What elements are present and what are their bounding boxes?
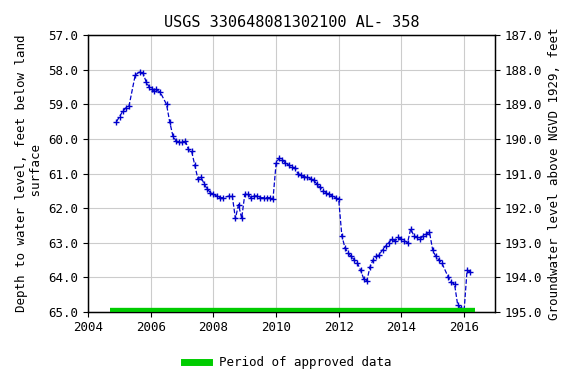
Y-axis label: Depth to water level, feet below land
 surface: Depth to water level, feet below land su… (15, 35, 43, 312)
Legend: Period of approved data: Period of approved data (179, 351, 397, 374)
Title: USGS 330648081302100 AL- 358: USGS 330648081302100 AL- 358 (164, 15, 419, 30)
Y-axis label: Groundwater level above NGVD 1929, feet: Groundwater level above NGVD 1929, feet (548, 27, 561, 320)
